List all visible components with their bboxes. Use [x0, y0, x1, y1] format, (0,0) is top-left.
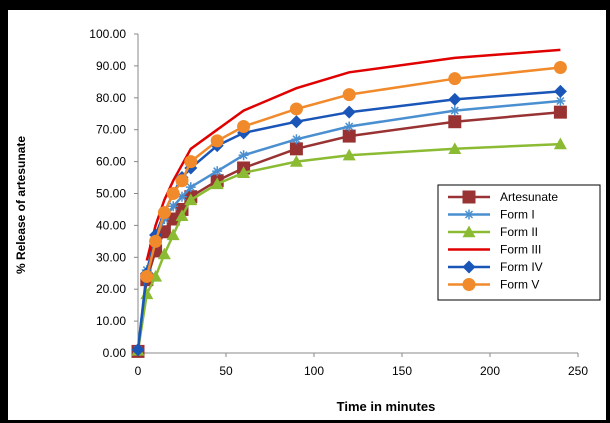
- y-axis-label: % Release of artesunate: [14, 136, 28, 274]
- data-point: [237, 120, 251, 134]
- data-point: [238, 150, 249, 161]
- data-point: [342, 129, 356, 143]
- data-point: [210, 177, 224, 190]
- data-point: [140, 269, 154, 283]
- data-point: [131, 343, 145, 357]
- data-point: [210, 134, 224, 148]
- data-point: [289, 155, 303, 167]
- data-point: [462, 190, 476, 204]
- data-point: [185, 182, 196, 193]
- y-tick-label: 50.00: [96, 187, 126, 201]
- data-point: [553, 60, 567, 74]
- legend-item: Artesunate: [448, 190, 558, 204]
- legend-item: Form V: [448, 278, 539, 292]
- data-point: [462, 278, 476, 291]
- data-point: [140, 287, 154, 300]
- data-point: [289, 142, 303, 156]
- x-tick-label: 150: [392, 364, 412, 378]
- y-tick-label: 30.00: [96, 250, 126, 264]
- data-point: [184, 193, 198, 206]
- axes: 0.00 10.00 20.00 30.00 40.00 50.00 60.00 70.00 8…: [89, 27, 588, 378]
- data-point: [168, 201, 179, 212]
- legend-label: Artesunate: [500, 190, 558, 204]
- y-tick-label: 10.00: [96, 314, 126, 328]
- y-tick-label: 100.00: [89, 27, 126, 41]
- legend-label: Form IV: [500, 260, 543, 274]
- data-point: [553, 105, 567, 119]
- series-form-iii: [145, 48, 561, 261]
- legend-label: Form III: [500, 243, 541, 257]
- data-point: [289, 102, 303, 116]
- data-point: [175, 209, 189, 222]
- data-point: [449, 105, 460, 116]
- data-point: [166, 228, 180, 241]
- legend-label: Form II: [500, 225, 538, 239]
- data-point: [553, 137, 567, 150]
- data-point: [462, 260, 476, 274]
- legend-item: Form I: [448, 208, 535, 222]
- x-tick-label: 200: [480, 364, 500, 378]
- data-point: [237, 166, 251, 178]
- legend: Artesunate Form I Form II Form III Form IV Fo…: [437, 184, 601, 301]
- data-point: [289, 115, 303, 129]
- data-point: [448, 115, 462, 129]
- legend-item: Form IV: [448, 260, 543, 274]
- data-point: [553, 84, 567, 98]
- x-tick-label: 100: [304, 364, 324, 378]
- data-point: [344, 121, 355, 132]
- x-tick-label: 0: [135, 364, 142, 378]
- data-point: [157, 247, 171, 260]
- y-tick-label: 0.00: [103, 346, 127, 360]
- data-point: [448, 92, 462, 106]
- data-point: [342, 88, 356, 102]
- data-point: [448, 72, 462, 86]
- series-line: [145, 48, 561, 261]
- series-layer: [131, 48, 567, 358]
- y-tick-label: 60.00: [96, 155, 126, 169]
- data-point: [448, 142, 462, 155]
- x-tick-label: 250: [568, 364, 588, 378]
- data-point: [342, 148, 356, 161]
- legend-item: Form II: [448, 225, 538, 239]
- y-tick-label: 90.00: [96, 59, 126, 73]
- data-point: [157, 206, 171, 220]
- x-tick-label: 50: [219, 364, 233, 378]
- data-point: [184, 155, 198, 169]
- data-point: [291, 134, 302, 145]
- series-form-v: [140, 60, 567, 283]
- y-tick-label: 70.00: [96, 123, 126, 137]
- line-chart: 0.00 10.00 20.00 30.00 40.00 50.00 60.00 70.00 8…: [14, 27, 601, 414]
- data-point: [342, 105, 356, 119]
- y-tick-label: 80.00: [96, 91, 126, 105]
- legend-label: Form V: [500, 278, 539, 292]
- data-point: [175, 174, 189, 188]
- data-point: [462, 225, 476, 238]
- legend-item: Form III: [448, 243, 541, 257]
- data-point: [166, 187, 180, 200]
- legend-label: Form I: [500, 208, 535, 222]
- data-point: [464, 209, 474, 220]
- data-point: [149, 234, 163, 248]
- chart-panel: 0.00 10.00 20.00 30.00 40.00 50.00 60.00 70.00 8…: [8, 10, 606, 420]
- data-point: [212, 166, 223, 177]
- y-tick-label: 20.00: [96, 282, 126, 296]
- x-axis-label: Time in minutes: [337, 399, 436, 414]
- y-tick-label: 40.00: [96, 218, 126, 232]
